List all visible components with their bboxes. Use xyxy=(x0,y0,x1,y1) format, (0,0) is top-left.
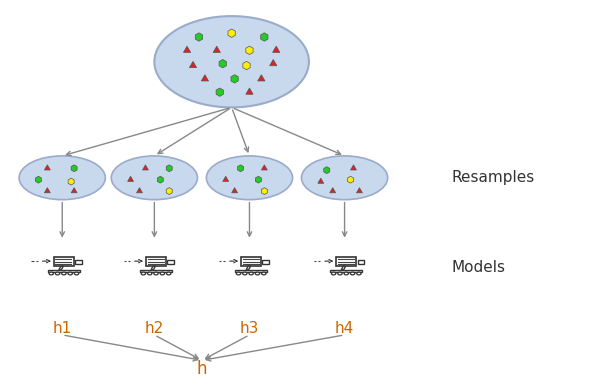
Circle shape xyxy=(68,272,73,275)
Circle shape xyxy=(255,272,260,275)
Polygon shape xyxy=(262,165,268,170)
Polygon shape xyxy=(216,88,223,96)
Polygon shape xyxy=(246,88,253,94)
Polygon shape xyxy=(137,188,142,193)
Text: h3: h3 xyxy=(240,320,259,335)
Polygon shape xyxy=(71,165,77,172)
Text: Models: Models xyxy=(452,260,506,275)
Polygon shape xyxy=(68,178,74,185)
Polygon shape xyxy=(238,165,244,172)
Text: h2: h2 xyxy=(145,320,164,335)
FancyBboxPatch shape xyxy=(358,260,364,264)
Polygon shape xyxy=(44,188,50,193)
Polygon shape xyxy=(128,176,134,181)
FancyBboxPatch shape xyxy=(262,260,269,264)
Text: h: h xyxy=(197,360,207,378)
Ellipse shape xyxy=(206,156,293,200)
Polygon shape xyxy=(256,176,262,183)
FancyBboxPatch shape xyxy=(75,260,82,264)
Circle shape xyxy=(350,272,355,275)
Polygon shape xyxy=(166,165,172,172)
Polygon shape xyxy=(341,266,346,270)
Polygon shape xyxy=(44,165,50,170)
Polygon shape xyxy=(151,266,155,270)
FancyBboxPatch shape xyxy=(54,257,74,266)
Polygon shape xyxy=(262,188,268,195)
Polygon shape xyxy=(190,61,197,68)
Polygon shape xyxy=(35,176,41,183)
Polygon shape xyxy=(166,188,172,195)
Polygon shape xyxy=(223,176,229,181)
Polygon shape xyxy=(228,29,235,37)
Polygon shape xyxy=(260,33,268,41)
Circle shape xyxy=(148,272,152,275)
Polygon shape xyxy=(350,165,356,170)
FancyBboxPatch shape xyxy=(167,260,173,264)
Ellipse shape xyxy=(19,156,106,200)
FancyBboxPatch shape xyxy=(331,270,362,272)
Circle shape xyxy=(160,272,164,275)
Polygon shape xyxy=(184,46,191,52)
Polygon shape xyxy=(246,46,253,54)
Polygon shape xyxy=(243,61,250,70)
Circle shape xyxy=(74,272,79,275)
Polygon shape xyxy=(347,176,353,183)
Circle shape xyxy=(236,272,241,275)
Polygon shape xyxy=(213,46,220,52)
Polygon shape xyxy=(324,167,330,174)
Text: Resamples: Resamples xyxy=(452,170,535,185)
Text: h1: h1 xyxy=(53,320,72,335)
Ellipse shape xyxy=(154,16,309,107)
FancyBboxPatch shape xyxy=(241,257,261,266)
Circle shape xyxy=(344,272,349,275)
Circle shape xyxy=(357,272,361,275)
FancyBboxPatch shape xyxy=(140,270,172,272)
Circle shape xyxy=(249,272,253,275)
Polygon shape xyxy=(269,59,277,66)
Circle shape xyxy=(331,272,336,275)
Polygon shape xyxy=(231,74,238,83)
Polygon shape xyxy=(330,188,335,193)
Polygon shape xyxy=(219,59,226,68)
Polygon shape xyxy=(258,74,265,81)
Circle shape xyxy=(55,272,60,275)
Ellipse shape xyxy=(111,156,197,200)
Polygon shape xyxy=(356,188,362,193)
Circle shape xyxy=(338,272,342,275)
Polygon shape xyxy=(59,266,63,270)
Polygon shape xyxy=(232,188,238,193)
Polygon shape xyxy=(142,165,148,170)
Circle shape xyxy=(154,272,158,275)
Polygon shape xyxy=(272,46,280,52)
Polygon shape xyxy=(318,178,324,183)
Circle shape xyxy=(49,272,53,275)
Polygon shape xyxy=(246,266,251,270)
Circle shape xyxy=(141,272,146,275)
Circle shape xyxy=(167,272,171,275)
Polygon shape xyxy=(71,188,77,193)
Polygon shape xyxy=(157,176,163,183)
Circle shape xyxy=(62,272,66,275)
FancyBboxPatch shape xyxy=(235,270,267,272)
FancyBboxPatch shape xyxy=(336,257,356,266)
FancyBboxPatch shape xyxy=(48,270,80,272)
Polygon shape xyxy=(201,74,209,81)
Text: h4: h4 xyxy=(335,320,354,335)
FancyBboxPatch shape xyxy=(146,257,166,266)
Circle shape xyxy=(262,272,266,275)
Ellipse shape xyxy=(301,156,388,200)
Polygon shape xyxy=(196,33,203,41)
Circle shape xyxy=(242,272,247,275)
